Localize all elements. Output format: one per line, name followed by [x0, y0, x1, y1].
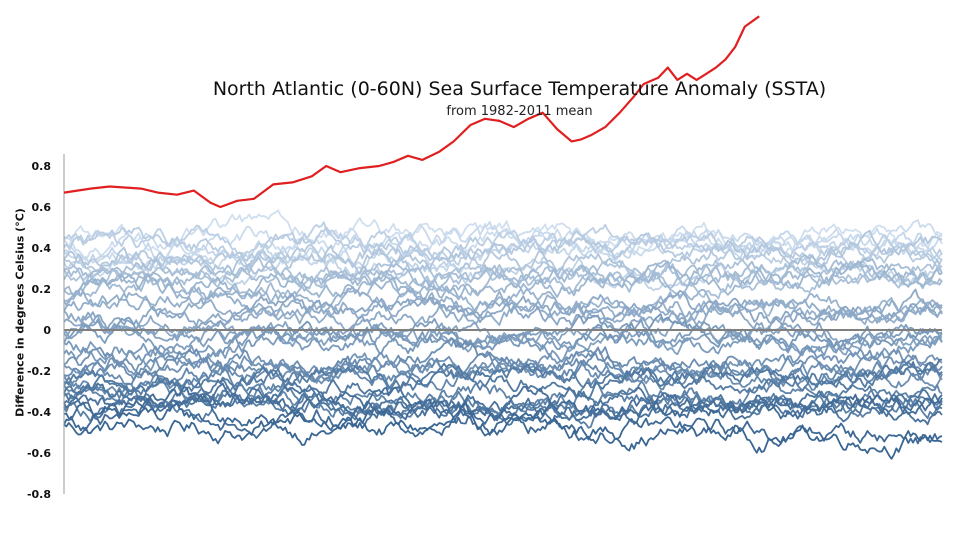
background-series-line: [63, 358, 943, 401]
background-series-line: [63, 324, 943, 361]
y-axis-label: Difference in degrees Celsius (°C): [13, 208, 27, 417]
background-series-line: [63, 313, 943, 372]
background-series-line: [63, 314, 943, 357]
background-series-line: [63, 260, 943, 301]
highlight-series-line: [63, 15, 760, 209]
background-series-group: [63, 209, 943, 460]
y-tick-label: -0.4: [27, 406, 51, 419]
y-tick-label: 0.2: [32, 283, 52, 296]
chart-title: North Atlantic (0-60N) Sea Surface Tempe…: [212, 78, 827, 100]
background-series-line: [63, 209, 943, 262]
y-tick-label: 0.6: [32, 201, 52, 214]
background-series-line: [63, 402, 943, 447]
y-tick-label: 0.4: [32, 242, 52, 255]
background-series-line: [63, 221, 943, 272]
background-series-line: [63, 314, 943, 351]
background-series-line: [63, 290, 943, 334]
y-tick-label: 0.8: [32, 160, 52, 173]
background-series-line: [63, 337, 943, 389]
background-series-line: [63, 254, 943, 293]
background-series-line: [63, 288, 943, 338]
background-series-line: [63, 386, 943, 439]
background-series-line: [63, 226, 943, 271]
background-series-line: [63, 317, 943, 356]
y-tick-labels: 0.8 0.6 0.4 0.2 0 -0.2 -0.4 -0.6 -0.8: [27, 160, 51, 501]
y-tick-label: -0.6: [27, 447, 51, 460]
background-series-line: [63, 361, 943, 396]
background-series-line: [63, 401, 943, 460]
background-series-line: [63, 256, 943, 287]
y-tick-label: -0.8: [27, 488, 51, 501]
background-series-line: [63, 221, 943, 266]
y-tick-label: 0: [43, 324, 51, 337]
background-series-line: [63, 230, 943, 269]
y-tick-label: -0.2: [27, 365, 51, 378]
background-series-line: [63, 258, 943, 301]
background-series-line: [63, 345, 943, 385]
background-series-line: [63, 294, 943, 328]
background-series-line: [63, 386, 943, 424]
chart-subtitle: from 1982-2011 mean: [446, 104, 593, 119]
